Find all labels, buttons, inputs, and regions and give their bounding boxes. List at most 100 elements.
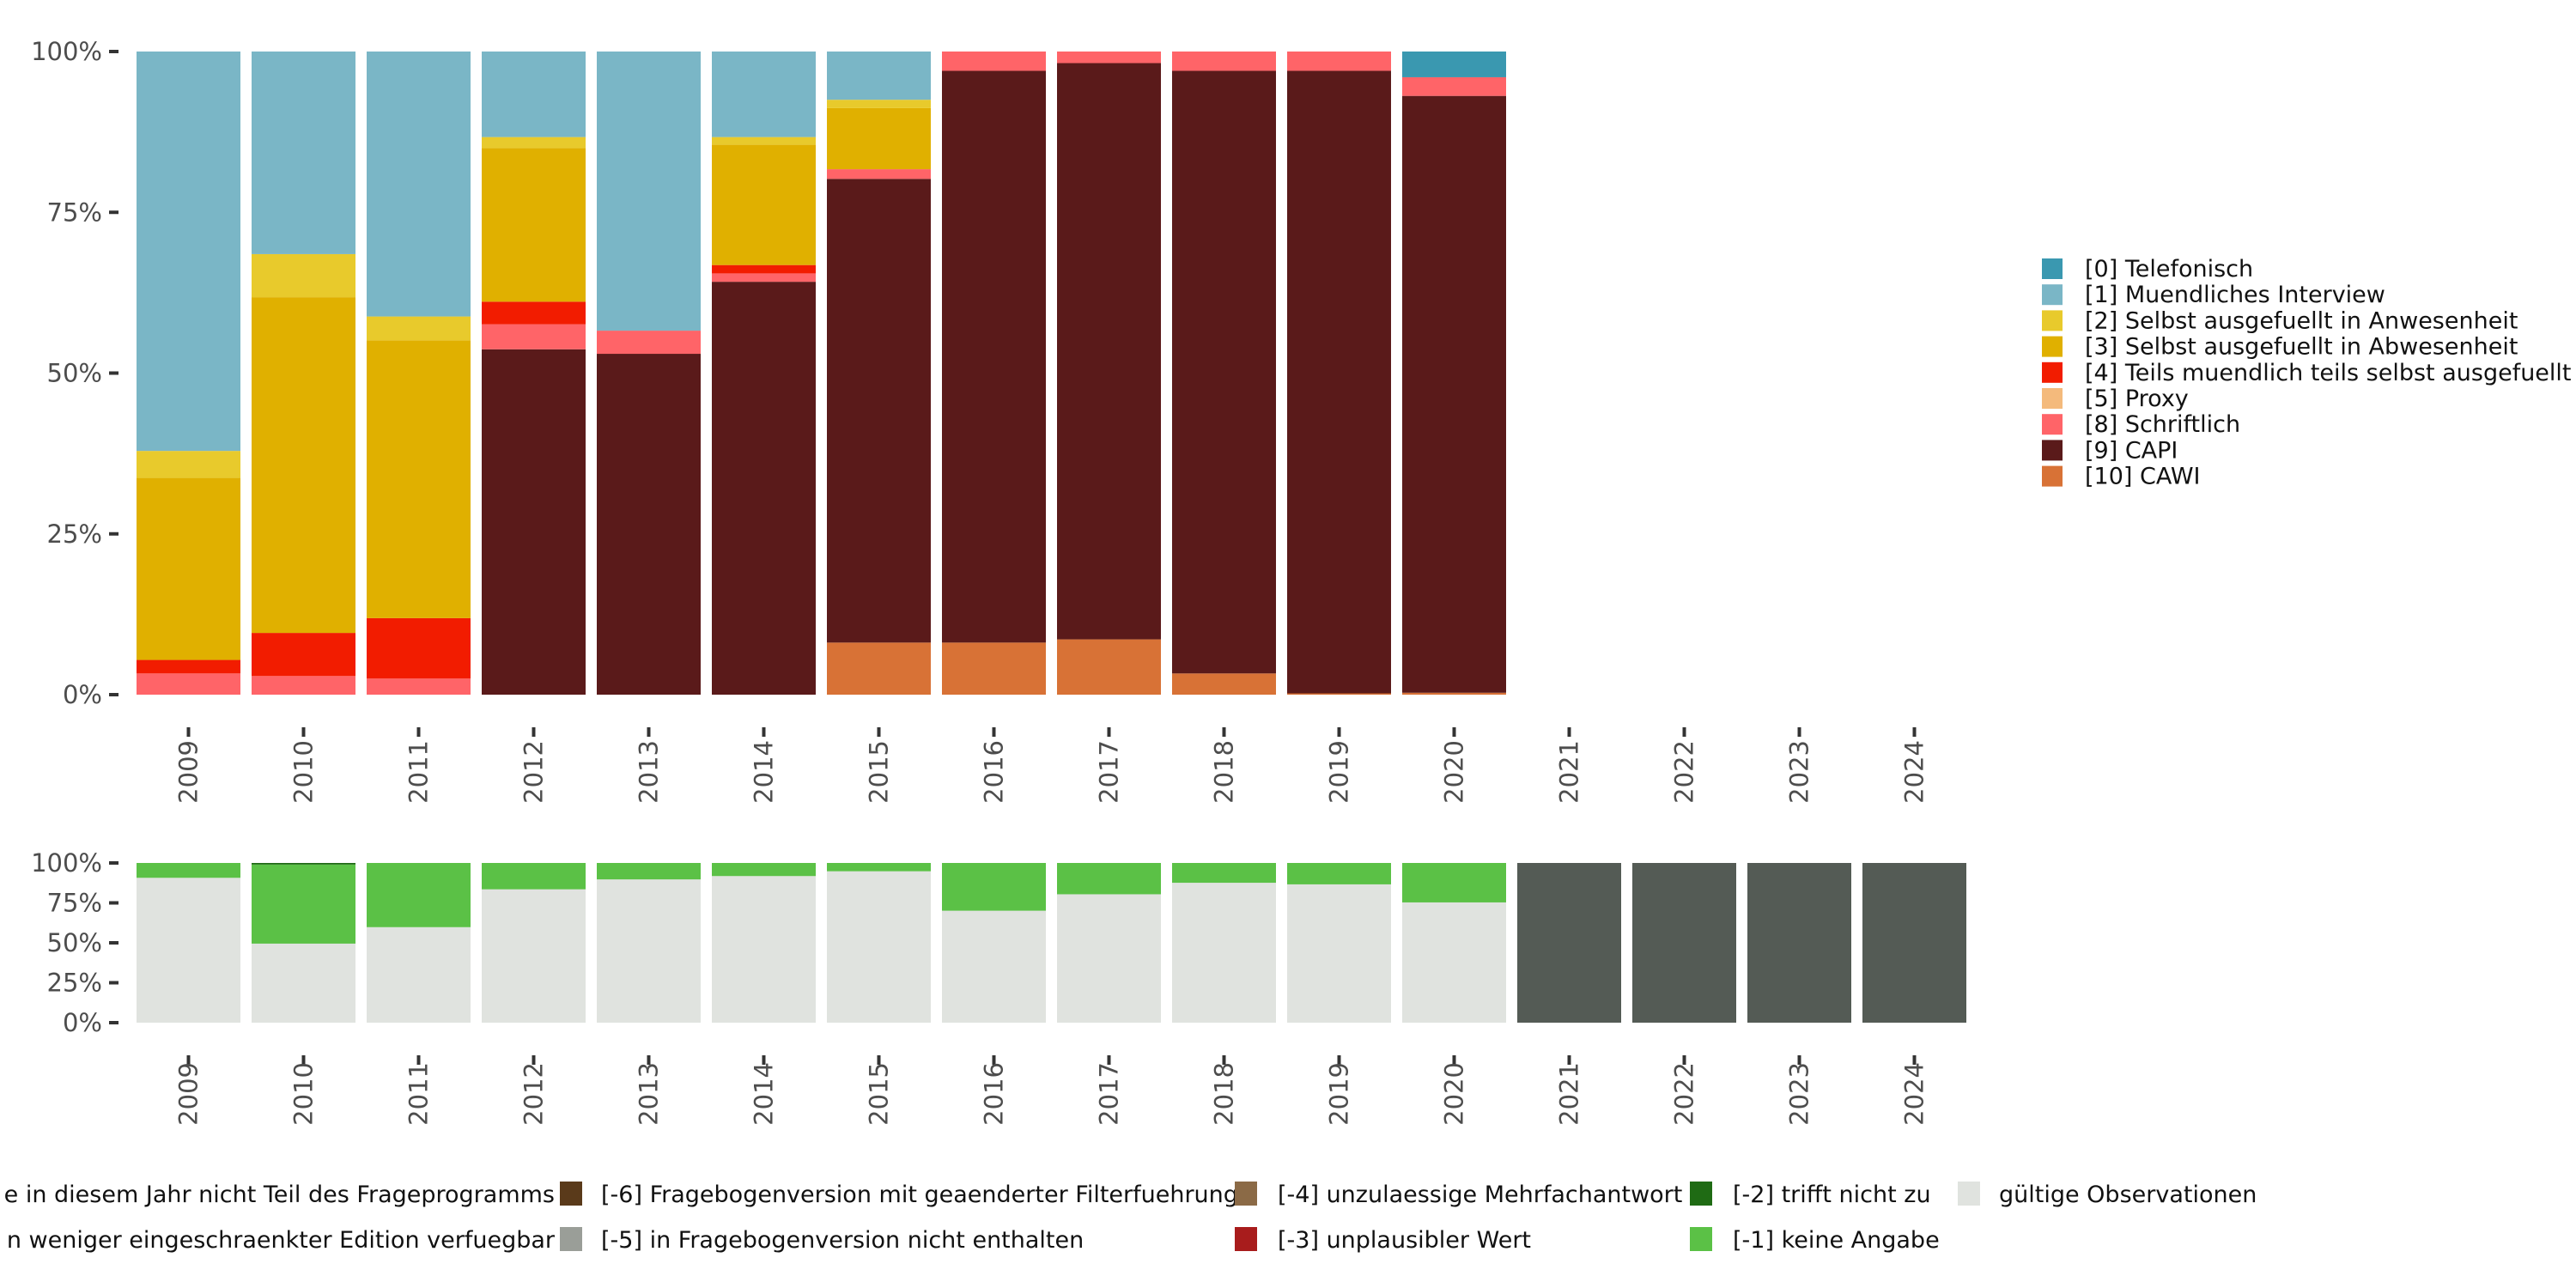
legend-label: gültige Observationen [1999, 1182, 2257, 1208]
bottom-bar-segment [1172, 883, 1276, 1023]
top-bar-segment [367, 316, 471, 341]
bottom-bar-segment [252, 864, 355, 944]
top-bar-segment [827, 100, 931, 108]
legend-label: [8] Schriftlich [2085, 411, 2240, 438]
top-x-tick-label: 2024 [1900, 740, 1929, 804]
legend-label: [4] Teils muendlich teils selbst ausgefu… [2085, 360, 2572, 386]
top-x-tick-label: 2014 [750, 740, 779, 804]
bottom-bar-segment [827, 871, 931, 1023]
top-bar-segment [252, 676, 355, 695]
top-bar-segment [827, 169, 931, 179]
bottom-x-tick-label: 2022 [1670, 1062, 1699, 1126]
legend-swatch [560, 1182, 582, 1206]
bottom-bar-segment [942, 863, 1046, 911]
bottom-bar-segment [712, 863, 816, 877]
bottom-x-tick-label: 2010 [289, 1062, 319, 1126]
top-bar-segment [482, 301, 586, 325]
bottom-x-tick-label: 2023 [1785, 1062, 1814, 1126]
top-bar-segment [367, 52, 471, 317]
top-x-tick-label: 2022 [1670, 740, 1699, 804]
top-bar-segment [252, 297, 355, 634]
top-x-tick-label: 2013 [635, 740, 664, 804]
bottom-bar-segment [252, 943, 355, 1023]
legend-swatch [2042, 258, 2063, 279]
top-x-tick-label: 2012 [519, 740, 549, 804]
legend-swatch [1958, 1182, 1980, 1206]
legend-label: n weniger eingeschraenkter Edition verfu… [7, 1227, 556, 1254]
bottom-bar-segment [1057, 863, 1161, 895]
legend-label: [5] Proxy [2085, 386, 2189, 412]
top-bar-segment [252, 253, 355, 298]
top-bar-segment [367, 678, 471, 695]
top-bar-segment [137, 451, 240, 478]
legend-swatch [1235, 1182, 1257, 1206]
bottom-bar-segment [252, 863, 355, 865]
legend-swatch [2042, 310, 2063, 331]
legend-label: [-4] unzulaessige Mehrfachantwort [1278, 1182, 1682, 1208]
bottom-x-tick-label: 2019 [1325, 1062, 1354, 1126]
legend-label: [-3] unplausibler Wert [1278, 1227, 1531, 1254]
top-legend: [0] Telefonisch[1] Muendliches Interview… [2042, 256, 2572, 490]
top-bar-segment [827, 52, 931, 100]
legend-swatch [1690, 1227, 1712, 1251]
bottom-x-tick-label: 2020 [1440, 1062, 1469, 1126]
legend-swatch [2042, 465, 2063, 487]
top-bar-segment [712, 144, 816, 265]
bottom-bar-segment [712, 876, 816, 1023]
bottom-bar-segment [942, 910, 1046, 1023]
bottom-bar-segment [137, 863, 240, 878]
bottom-bar-segment [1517, 863, 1621, 1023]
top-bar-segment [1402, 76, 1506, 96]
top-bar-segment [367, 617, 471, 679]
top-bar-segment [1057, 63, 1161, 640]
bottom-y-tick-label: 50% [47, 928, 102, 957]
legend-label: [0] Telefonisch [2085, 256, 2253, 283]
legend-swatch [2042, 336, 2063, 357]
top-bar-segment [482, 148, 586, 302]
top-bar-segment [827, 179, 931, 643]
bottom-y-tick-label: 0% [63, 1008, 102, 1037]
top-bar-segment [1172, 52, 1276, 71]
top-x-tick-label: 2011 [404, 740, 434, 804]
legend-swatch [1690, 1182, 1712, 1206]
top-bar-segment [367, 340, 471, 618]
bottom-panel: 0% 25% 50% 75% 100% 2009 2010 2011 2012 2013 2014 2… [31, 848, 1966, 1126]
legend-label: e in diesem Jahr nicht Teil des Fragepro… [4, 1182, 555, 1208]
bottom-x-tick-label: 2014 [750, 1062, 779, 1126]
top-bar-segment [1287, 70, 1391, 694]
legend-label: [9] CAPI [2085, 437, 2178, 464]
bottom-x-tick-label: 2024 [1900, 1062, 1929, 1126]
top-x-tick-label: 2016 [980, 740, 1009, 804]
top-y-tick-label: 25% [47, 519, 102, 549]
bottom-bar-segment [367, 863, 471, 927]
legend-swatch [2042, 284, 2063, 306]
top-bar-segment [942, 52, 1046, 71]
bottom-bar-segment [1747, 863, 1851, 1023]
top-x-tick-label: 2017 [1095, 740, 1124, 804]
bottom-x-tick-label: 2015 [865, 1062, 894, 1126]
top-y-tick-label: 0% [63, 680, 102, 709]
legend-label: [3] Selbst ausgefuellt in Abwesenheit [2085, 334, 2518, 361]
bottom-y-tick-label: 75% [47, 889, 102, 918]
top-bar-segment [137, 673, 240, 695]
bottom-x-tick-label: 2009 [174, 1062, 204, 1126]
top-x-tick-label: 2021 [1555, 740, 1584, 804]
bottom-bar-segment [1402, 902, 1506, 1023]
bottom-bar-segment [482, 863, 586, 890]
legend-label: [-1] keine Angabe [1733, 1227, 1940, 1254]
top-y-tick-label: 100% [31, 37, 102, 66]
top-bar-segment [482, 349, 586, 695]
bottom-bar-segment [1862, 863, 1966, 1023]
top-x-tick-label: 2018 [1210, 740, 1239, 804]
top-bar-segment [712, 282, 816, 695]
top-bar-segment [1402, 692, 1506, 695]
bottom-bar-segment [1172, 863, 1276, 884]
bottom-bar-segment [1402, 863, 1506, 902]
bottom-bar-segment [1287, 863, 1391, 884]
bottom-x-tick-label: 2012 [519, 1062, 549, 1126]
bottom-y-tick-label: 25% [47, 969, 102, 998]
top-bar-segment [712, 264, 816, 274]
legend-swatch [2042, 388, 2063, 409]
top-x-tick-label: 2015 [865, 740, 894, 804]
